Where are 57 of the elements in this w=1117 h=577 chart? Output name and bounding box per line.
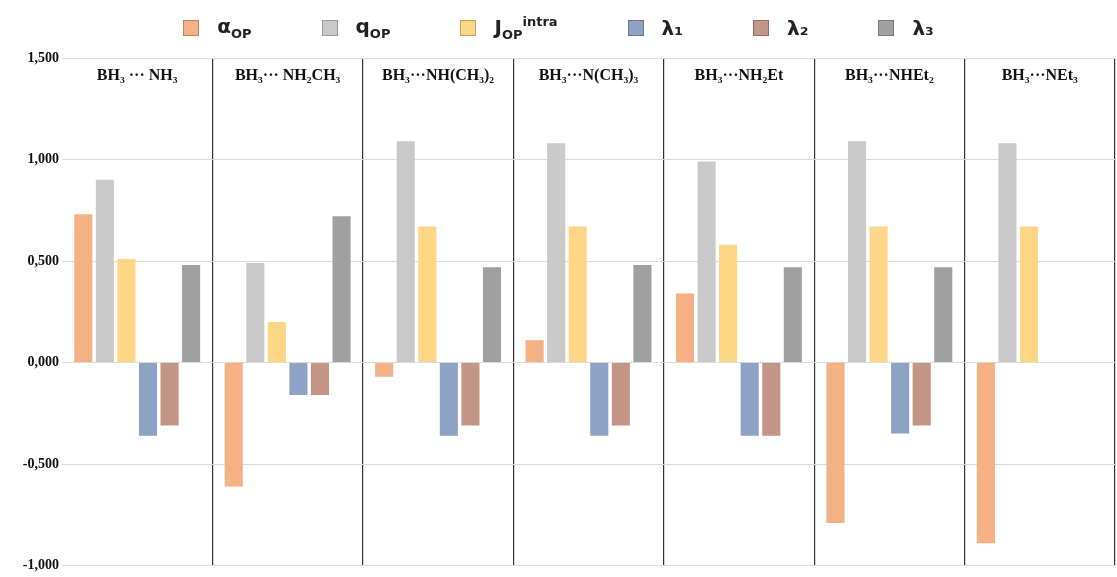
- x-tick-label: BH₃···NEt₃: [1001, 66, 1079, 84]
- bar: [869, 226, 888, 363]
- bar: [310, 363, 330, 396]
- legend-label: λ₃: [912, 15, 934, 40]
- bar: [224, 363, 243, 487]
- y-tick-label: 0,500: [27, 252, 59, 268]
- bar: [847, 141, 867, 363]
- bar: [719, 244, 738, 363]
- legend-label: λ₁: [661, 15, 683, 40]
- bar: [117, 259, 136, 363]
- x-tick-label: BH₃···NHEt₂: [845, 66, 934, 84]
- bar: [611, 363, 630, 426]
- bar: [461, 363, 480, 426]
- bar: [160, 363, 179, 426]
- bar: [568, 226, 587, 363]
- x-tick-label: BH₃··· NH₂CH₃: [234, 66, 341, 84]
- x-tick-label: BH₃ ··· NH₃: [96, 66, 178, 84]
- bar: [762, 363, 781, 436]
- bar: [675, 293, 695, 363]
- bar: [267, 321, 286, 363]
- bar: [525, 340, 544, 363]
- bar: [976, 363, 995, 544]
- x-tick-label: BH₃···NH₂Et: [694, 66, 784, 84]
- x-tick-label: BH₃···NH(CH₃)₂: [381, 66, 495, 85]
- bar: [482, 267, 502, 363]
- bar: [246, 263, 265, 363]
- legend-label: λ₂: [787, 15, 809, 40]
- bar: [439, 363, 458, 436]
- y-tick-label: 1,000: [27, 151, 59, 167]
- bar: [740, 363, 759, 436]
- bar: [891, 363, 910, 434]
- bar: [182, 265, 201, 363]
- legend-label: α$_{OP}$: [217, 14, 252, 42]
- legend-label: q$_{OP}$: [355, 14, 391, 42]
- bar: [783, 267, 802, 363]
- y-tick-label: -0,500: [22, 455, 59, 471]
- y-tick-label: -1,000: [22, 557, 59, 573]
- x-tick-label: BH₃···N(CH₃)₃: [538, 66, 639, 85]
- y-tick-label: 0,000: [27, 354, 59, 370]
- bar: [934, 267, 953, 363]
- bar: [633, 265, 652, 363]
- y-tick-label: 1,500: [27, 49, 59, 65]
- bar: [289, 363, 308, 396]
- bar: [332, 216, 351, 363]
- bar: [590, 363, 609, 436]
- bar: [375, 363, 394, 377]
- bar: [547, 143, 566, 363]
- bar: [1019, 226, 1039, 363]
- bar: [998, 143, 1017, 363]
- bar: [95, 179, 114, 363]
- bar: [826, 363, 845, 523]
- bar: [396, 141, 415, 363]
- bar: [912, 363, 931, 426]
- bar: [74, 214, 93, 363]
- bar: [418, 226, 437, 363]
- bar: [697, 161, 716, 363]
- bar: [138, 363, 158, 436]
